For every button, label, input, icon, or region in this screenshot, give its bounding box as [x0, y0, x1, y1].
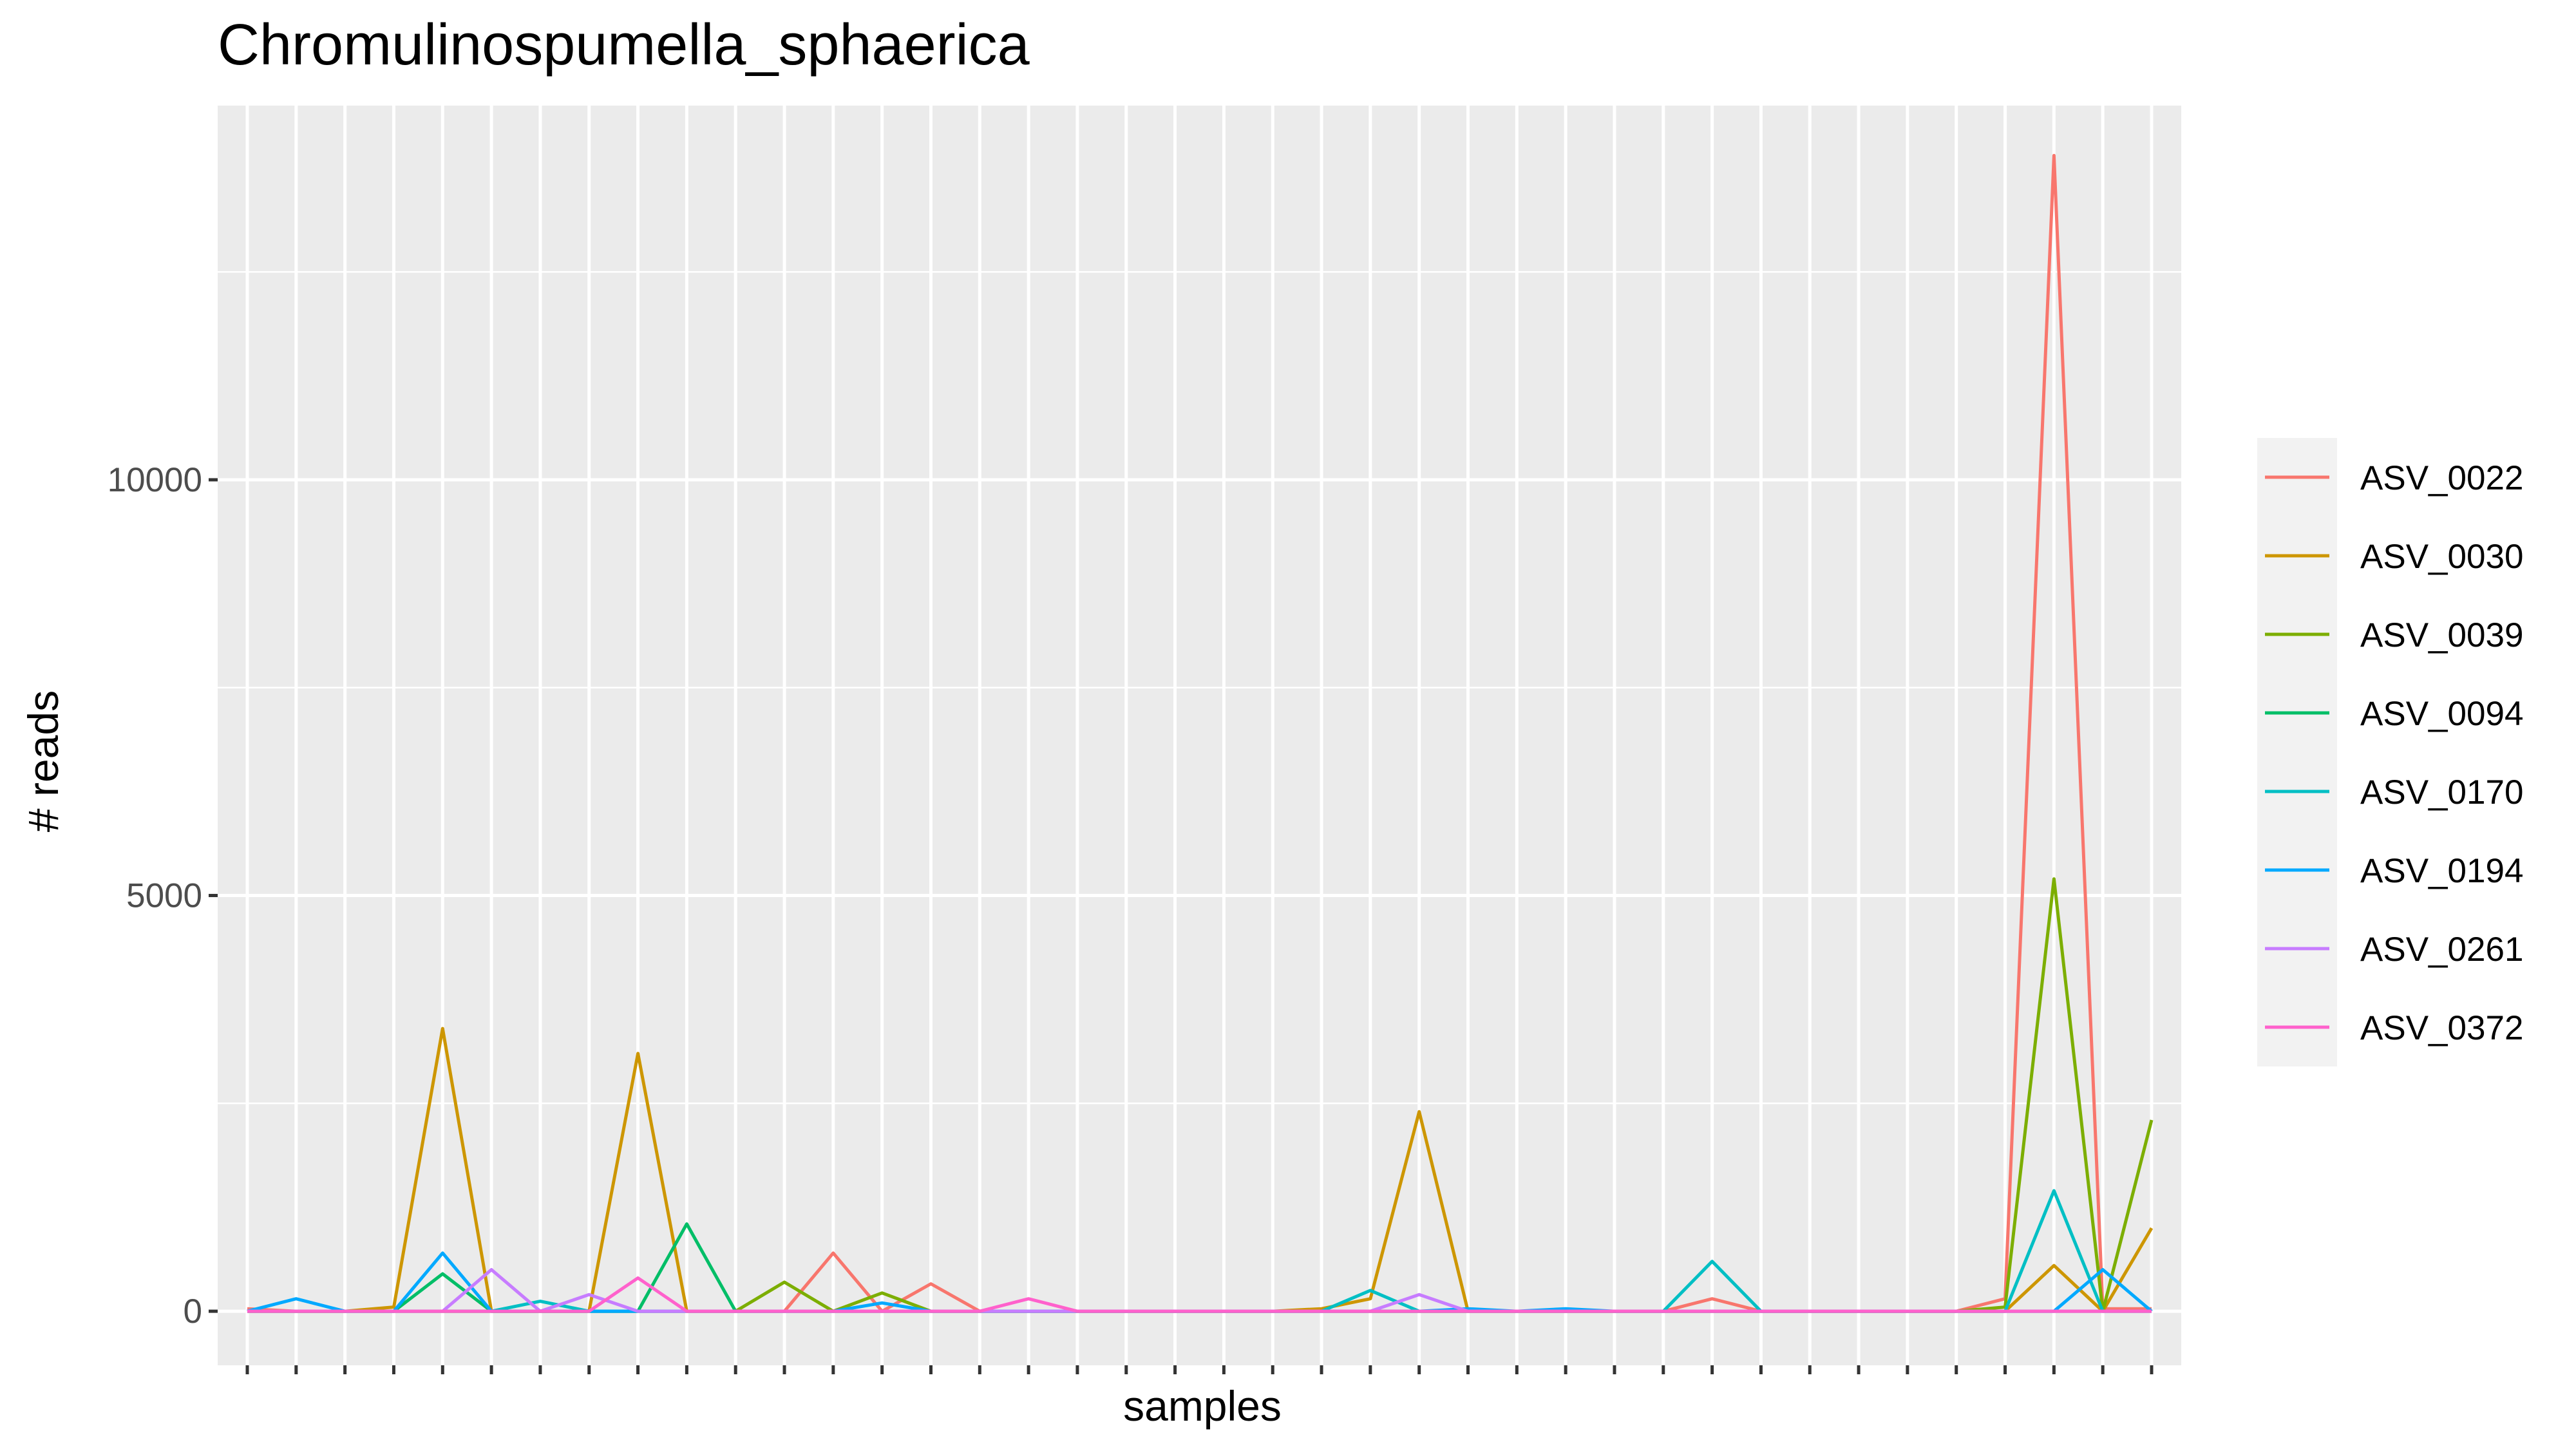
- legend-label: ASV_0030: [2360, 538, 2523, 576]
- legend-key-background: [2257, 438, 2337, 1066]
- legend-label: ASV_0170: [2360, 773, 2523, 811]
- y-axis: 0 5000 10000: [108, 461, 218, 1331]
- grid-lines: [218, 106, 2181, 1365]
- legend-label: ASV_0094: [2360, 695, 2523, 733]
- legend-label: ASV_0039: [2360, 616, 2523, 654]
- legend: ASV_0022 ASV_0030 ASV_0039 ASV_0094 ASV_0170…: [2257, 438, 2523, 1066]
- y-axis-title: # reads: [19, 690, 67, 832]
- legend-label: ASV_0261: [2360, 931, 2523, 969]
- y-tick-label: 5000: [126, 877, 202, 915]
- y-tick-label: 0: [184, 1293, 202, 1331]
- chart-title: Chromulinospumella_sphaerica: [218, 13, 1030, 77]
- legend-label: ASV_0022: [2360, 459, 2523, 497]
- series-lines: [247, 154, 2154, 1313]
- series-line-asv-0372: [247, 1276, 2152, 1313]
- y-tick-label: 10000: [108, 461, 202, 499]
- legend-label: ASV_0194: [2360, 852, 2523, 890]
- x-axis: [245, 1365, 2154, 1374]
- legend-label: ASV_0372: [2360, 1009, 2523, 1047]
- x-axis-title: samples: [1123, 1382, 1282, 1430]
- plot-panel: [218, 106, 2181, 1365]
